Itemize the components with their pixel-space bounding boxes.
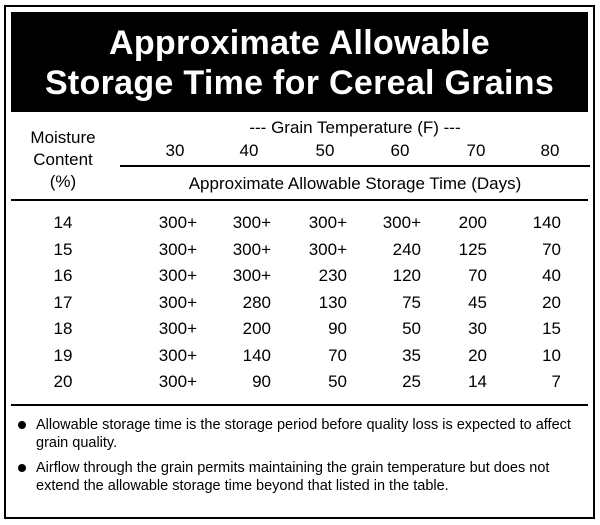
title-line-2: Storage Time for Cereal Grains bbox=[44, 64, 555, 102]
data-rows: 14 300+ 300+ 300+ 300+ 200 140 15 300+ 300+ 300+ 24… bbox=[0, 210, 600, 396]
storage-time-cell: 300+ bbox=[308, 213, 347, 232]
moisture-cell: 18 bbox=[53, 319, 73, 338]
notes-list: Allowable storage time is the storage pe… bbox=[16, 416, 584, 502]
storage-time-cell: 300+ bbox=[158, 292, 197, 312]
storage-time-cell: 70 bbox=[468, 266, 487, 285]
storage-time-cell: 230 bbox=[318, 266, 347, 285]
table-row: 19 300+ 140 70 35 20 10 bbox=[0, 343, 600, 370]
header-rule-upper bbox=[120, 165, 590, 167]
moisture-header-line-3: (%) bbox=[49, 172, 77, 191]
storage-time-cell: 125 bbox=[458, 239, 487, 259]
storage-time-cell: 25 bbox=[402, 372, 421, 391]
storage-time-cell: 50 bbox=[402, 319, 421, 338]
moisture-cell: 16 bbox=[53, 266, 73, 285]
bullet-icon bbox=[18, 464, 26, 472]
moisture-header-line-1: Moisture bbox=[30, 128, 96, 147]
note-text: Allowable storage time is the storage pe… bbox=[36, 417, 571, 451]
temperature-column-header: 50 bbox=[315, 141, 335, 160]
notes-divider bbox=[11, 404, 588, 406]
temperature-column-headers: 30 40 50 60 70 80 bbox=[0, 141, 600, 163]
storage-time-cell: 35 bbox=[402, 345, 421, 365]
temperature-column-header: 60 bbox=[390, 141, 410, 160]
moisture-cell: 14 bbox=[53, 213, 73, 232]
storage-time-cell: 90 bbox=[252, 372, 271, 391]
temperature-column-header: 70 bbox=[466, 141, 486, 160]
storage-time-cell: 240 bbox=[392, 239, 421, 259]
storage-time-cell: 30 bbox=[468, 319, 487, 338]
storage-time-cell: 75 bbox=[402, 292, 421, 312]
table-row: 18 300+ 200 90 50 30 15 bbox=[0, 316, 600, 343]
storage-time-cell: 300+ bbox=[158, 345, 197, 365]
header-rule-lower bbox=[11, 199, 588, 201]
storage-time-cell: 280 bbox=[242, 292, 271, 312]
storage-time-cell: 70 bbox=[542, 239, 561, 259]
storage-time-cell: 300+ bbox=[232, 239, 271, 259]
storage-time-cell: 130 bbox=[318, 292, 347, 312]
storage-time-cell: 70 bbox=[328, 345, 347, 365]
storage-time-cell: 15 bbox=[542, 319, 561, 338]
storage-time-cell: 300+ bbox=[158, 266, 197, 285]
moisture-header: Moisture Content (%) bbox=[14, 128, 112, 194]
storage-time-cell: 300+ bbox=[158, 213, 197, 232]
temperature-column-header: 80 bbox=[540, 141, 560, 160]
table-row: 16 300+ 300+ 230 120 70 40 bbox=[0, 263, 600, 290]
title-line-1: Approximate Allowable bbox=[109, 24, 490, 62]
storage-time-cell: 140 bbox=[532, 213, 561, 232]
storage-time-cell: 14 bbox=[468, 372, 487, 391]
storage-time-cell: 300+ bbox=[232, 213, 271, 232]
storage-time-cell: 50 bbox=[328, 372, 347, 391]
bullet-icon bbox=[18, 421, 26, 429]
storage-time-cell: 140 bbox=[242, 345, 271, 365]
storage-time-cell: 300+ bbox=[158, 239, 197, 259]
storage-time-cell: 200 bbox=[458, 213, 487, 232]
storage-time-cell: 200 bbox=[242, 319, 271, 338]
moisture-cell: 15 bbox=[53, 239, 73, 259]
storage-time-cell: 300+ bbox=[158, 372, 197, 391]
storage-time-label: Approximate Allowable Storage Time (Days… bbox=[188, 174, 522, 193]
note-item: Airflow through the grain permits mainta… bbox=[16, 459, 584, 495]
temperature-column-header: 40 bbox=[239, 141, 259, 160]
moisture-cell: 19 bbox=[53, 345, 73, 365]
table-row: 14 300+ 300+ 300+ 300+ 200 140 bbox=[0, 210, 600, 237]
storage-time-cell: 300+ bbox=[308, 239, 347, 259]
title-banner: Approximate Allowable Storage Time for C… bbox=[11, 12, 588, 112]
storage-time-cell: 20 bbox=[542, 292, 561, 312]
note-item: Allowable storage time is the storage pe… bbox=[16, 416, 584, 452]
storage-time-cell: 40 bbox=[542, 266, 561, 285]
storage-time-cell: 120 bbox=[392, 266, 421, 285]
storage-time-cell: 10 bbox=[542, 345, 561, 365]
storage-time-cell: 90 bbox=[328, 319, 347, 338]
storage-time-cell: 300+ bbox=[382, 213, 421, 232]
storage-time-cell: 7 bbox=[551, 372, 561, 391]
note-text: Airflow through the grain permits mainta… bbox=[36, 460, 550, 494]
temperature-column-header: 30 bbox=[165, 141, 185, 160]
table-row: 20 300+ 90 50 25 14 7 bbox=[0, 369, 600, 396]
storage-time-cell: 300+ bbox=[158, 319, 197, 338]
storage-time-cell: 300+ bbox=[232, 266, 271, 285]
table-row: 15 300+ 300+ 300+ 240 125 70 bbox=[0, 237, 600, 264]
storage-time-cell: 45 bbox=[468, 292, 487, 312]
moisture-cell: 17 bbox=[53, 292, 73, 312]
temperature-group-label: --- Grain Temperature (F) --- bbox=[249, 118, 461, 137]
table-row: 17 300+ 280 130 75 45 20 bbox=[0, 290, 600, 317]
storage-time-cell: 20 bbox=[468, 345, 487, 365]
moisture-header-line-2: Content bbox=[33, 150, 93, 169]
moisture-cell: 20 bbox=[53, 372, 73, 391]
